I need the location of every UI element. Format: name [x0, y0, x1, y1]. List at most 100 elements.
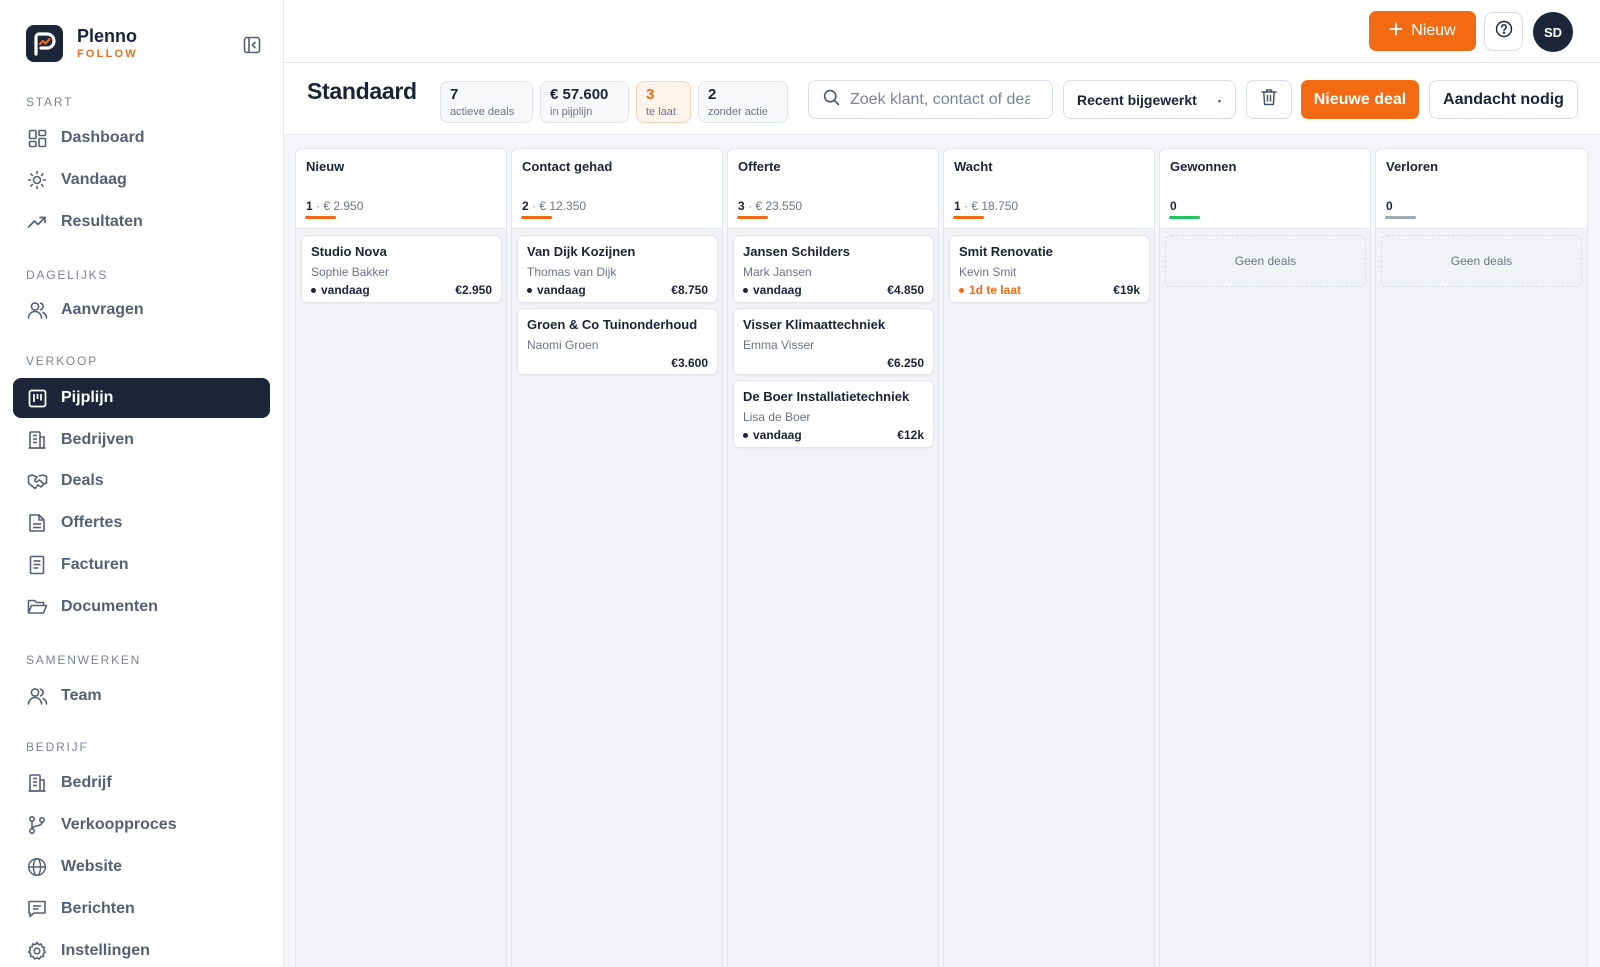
deal-status-text: vandaag — [321, 283, 370, 297]
column-total: € 23.550 — [755, 199, 803, 213]
status-dot-icon — [743, 287, 748, 293]
deal-title: De Boer Installatietechniek — [743, 389, 910, 404]
new-deal-button[interactable]: Nieuwe deal — [1301, 80, 1419, 119]
deal-amount: €6.250 — [887, 356, 924, 370]
sidebar-item-team[interactable]: Team — [13, 676, 270, 716]
sidebar-item-deals[interactable]: Deals — [13, 461, 270, 501]
column-count: 3 — [738, 199, 745, 213]
sidebar-item-verkoopproces[interactable]: Verkoopproces — [13, 805, 270, 845]
deal-amount: €4.850 — [887, 283, 924, 297]
page-title: Standaard — [307, 78, 417, 104]
deal-card-studio-nova[interactable]: Studio Nova Sophie Bakker vandaag €2.950 — [301, 235, 502, 303]
sidebar-item-dashboard[interactable]: Dashboard — [13, 118, 270, 158]
brand[interactable]: Plenno FOLLOW — [26, 25, 138, 62]
sidebar-item-label: Berichten — [61, 900, 135, 917]
deal-contact: Emma Visser — [743, 338, 815, 352]
sidebar-item-facturen[interactable]: Facturen — [13, 545, 270, 585]
column-title: Verloren — [1386, 159, 1439, 174]
sidebar-item-label: Facturen — [61, 556, 129, 573]
column-progress-bar — [1385, 216, 1416, 219]
deal-card-de-boer-installatietechniek[interactable]: De Boer Installatietechniek Lisa de Boer… — [733, 380, 934, 448]
stat-value: 7 — [450, 86, 459, 103]
column-summary: 2 · € 12.350 — [522, 199, 587, 213]
gear-icon — [26, 940, 48, 962]
stat-no-action[interactable]: 2 zonder actie — [698, 81, 788, 123]
new-button[interactable]: Nieuw — [1369, 11, 1476, 51]
nav-section-bedrijf: BEDRIJF — [26, 740, 89, 754]
column-title: Gewonnen — [1170, 159, 1237, 174]
empty-column-placeholder: Geen deals — [1381, 235, 1582, 287]
kanban-icon — [26, 387, 48, 409]
sidebar-item-aanvragen[interactable]: Aanvragen — [13, 290, 270, 330]
sidebar-item-label: Vandaag — [61, 171, 127, 188]
sidebar-item-instellingen[interactable]: Instellingen — [13, 931, 270, 967]
nav-section-start: START — [26, 95, 74, 109]
trash-button[interactable] — [1246, 80, 1292, 119]
sidebar-item-pijplijn[interactable]: Pijplijn — [13, 378, 270, 418]
sort-select[interactable]: Recent bijgewerkt • — [1063, 80, 1236, 119]
column-progress-bar — [737, 216, 768, 219]
building-icon — [26, 772, 48, 794]
column-count: 1 — [306, 199, 313, 213]
git-branch-icon — [26, 814, 48, 836]
brand-subtitle: FOLLOW — [77, 48, 138, 60]
search-input[interactable] — [850, 90, 1030, 109]
sidebar-collapse-icon[interactable] — [241, 34, 263, 56]
stat-label: actieve deals — [450, 106, 515, 118]
search-icon — [823, 89, 840, 111]
receipt-icon — [26, 554, 48, 576]
stat-late[interactable]: 3 te laat — [636, 81, 691, 123]
sidebar-item-bedrijven[interactable]: Bedrijven — [13, 420, 270, 460]
sidebar-item-label: Resultaten — [61, 213, 143, 230]
status-dot-icon — [959, 287, 964, 293]
attention-needed-button[interactable]: Aandacht nodig — [1429, 80, 1578, 119]
deal-title: Jansen Schilders — [743, 244, 850, 259]
help-button[interactable] — [1484, 12, 1523, 51]
column-summary: 0 — [1170, 199, 1177, 213]
pipeline-column-nieuw: Nieuw 1 · € 2.950 Studio Nova Sophie Bak… — [295, 148, 507, 967]
deal-card-visser-klimaattechniek[interactable]: Visser Klimaattechniek Emma Visser €6.25… — [733, 308, 934, 375]
users-icon — [26, 685, 48, 707]
column-summary: 0 — [1386, 199, 1393, 213]
empty-column-placeholder: Geen deals — [1165, 235, 1366, 287]
deal-status-late: 1d te laat — [959, 283, 1021, 297]
sidebar-item-resultaten[interactable]: Resultaten — [13, 202, 270, 242]
sidebar-item-offertes[interactable]: Offertes — [13, 503, 270, 543]
stat-value: 3 — [646, 86, 655, 103]
sidebar-item-vandaag[interactable]: Vandaag — [13, 160, 270, 200]
column-total: € 18.750 — [971, 199, 1019, 213]
column-header: Gewonnen 0 — [1160, 149, 1370, 229]
new-button-label: Nieuw — [1411, 22, 1456, 39]
topbar — [284, 0, 1600, 63]
sidebar-item-bedrijf[interactable]: Bedrijf — [13, 763, 270, 803]
status-dot-icon — [527, 287, 532, 293]
stat-active-deals: 7 actieve deals — [440, 81, 533, 123]
deal-card-van-dijk-kozijnen[interactable]: Van Dijk Kozijnen Thomas van Dijk vandaa… — [517, 235, 718, 303]
sidebar: Plenno FOLLOW START Dashboard Vandaag Re… — [0, 0, 284, 967]
deal-card-groen-co-tuinonderhoud[interactable]: Groen & Co Tuinonderhoud Naomi Groen €3.… — [517, 308, 718, 375]
trending-up-icon — [26, 211, 48, 233]
sidebar-item-documenten[interactable]: Documenten — [13, 587, 270, 627]
column-header: Wacht 1 · € 18.750 — [944, 149, 1154, 229]
brand-name: Plenno — [77, 26, 138, 46]
globe-icon — [26, 856, 48, 878]
trash-icon — [1261, 88, 1277, 111]
column-title: Wacht — [954, 159, 993, 174]
column-progress-bar — [953, 216, 984, 219]
deal-card-jansen-schilders[interactable]: Jansen Schilders Mark Jansen vandaag €4.… — [733, 235, 934, 303]
pipeline-column-verloren: Verloren 0 Geen deals — [1375, 148, 1588, 967]
stat-value: 2 — [708, 86, 717, 103]
column-count: 1 — [954, 199, 961, 213]
deal-status-text: vandaag — [753, 428, 802, 442]
sidebar-item-label: Offertes — [61, 514, 123, 531]
sidebar-item-berichten[interactable]: Berichten — [13, 889, 270, 929]
sidebar-item-website[interactable]: Website — [13, 847, 270, 887]
deal-card-smit-renovatie[interactable]: Smit Renovatie Kevin Smit 1d te laat €19… — [949, 235, 1150, 303]
status-dot-icon — [311, 287, 316, 293]
deal-amount: €8.750 — [671, 283, 708, 297]
column-title: Offerte — [738, 159, 781, 174]
avatar[interactable]: SD — [1533, 12, 1573, 52]
deal-amount: €3.600 — [671, 356, 708, 370]
deal-status: vandaag — [743, 428, 802, 442]
handshake-icon — [26, 470, 48, 492]
